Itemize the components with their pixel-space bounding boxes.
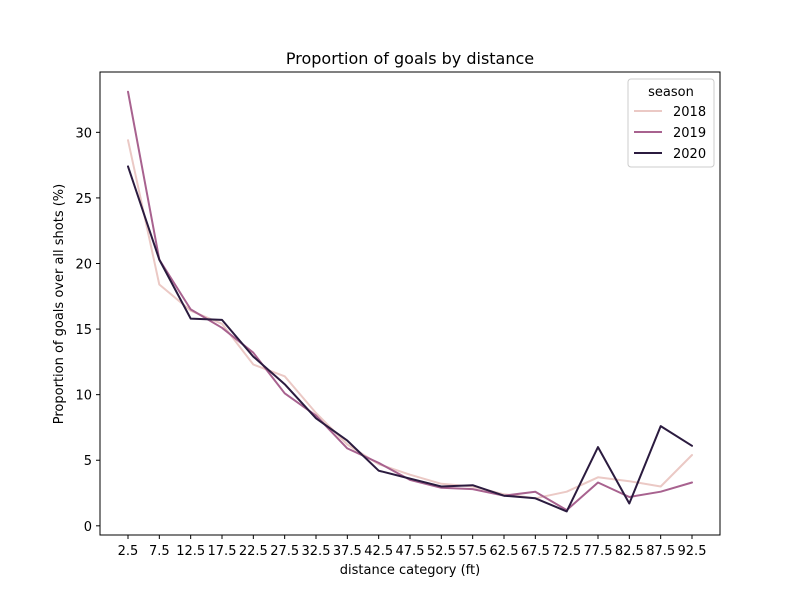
legend: season 2018 2019 2020: [628, 79, 714, 167]
x-tick-label: 7.5: [149, 544, 170, 559]
chart-title: Proportion of goals by distance: [286, 49, 534, 68]
x-tick-label: 27.5: [270, 544, 299, 559]
x-tick-label: 77.5: [584, 544, 613, 559]
x-tick-label: 37.5: [333, 544, 362, 559]
legend-label-2020: 2020: [673, 147, 706, 162]
x-tick-label: 12.5: [176, 544, 205, 559]
y-tick-label: 5: [84, 454, 92, 469]
y-tick-label: 15: [75, 323, 92, 338]
x-tick-label: 32.5: [302, 544, 331, 559]
x-axis-label: distance category (ft): [340, 563, 480, 578]
legend-label-2018: 2018: [673, 105, 706, 120]
x-tick-label: 22.5: [239, 544, 268, 559]
y-tick-label: 10: [75, 389, 92, 404]
y-tick-label: 0: [84, 520, 92, 535]
y-tick-label: 20: [75, 257, 92, 272]
x-tick-label: 82.5: [615, 544, 644, 559]
x-tick-label: 72.5: [552, 544, 581, 559]
x-tick-label: 17.5: [208, 544, 237, 559]
x-tick-label: 2.5: [118, 544, 139, 559]
x-tick-label: 87.5: [646, 544, 675, 559]
x-tick-label: 42.5: [364, 544, 393, 559]
x-tick-label: 47.5: [396, 544, 425, 559]
legend-title: season: [648, 85, 694, 100]
x-tick-label: 52.5: [427, 544, 456, 559]
x-tick-label: 57.5: [458, 544, 487, 559]
y-axis-label: Proportion of goals over all shots (%): [52, 184, 67, 424]
x-tick-label: 62.5: [490, 544, 519, 559]
y-tick-label: 25: [75, 192, 92, 207]
legend-label-2019: 2019: [673, 126, 706, 141]
x-tick-label: 92.5: [678, 544, 707, 559]
x-tick-label: 67.5: [521, 544, 550, 559]
y-tick-label: 30: [75, 126, 92, 141]
